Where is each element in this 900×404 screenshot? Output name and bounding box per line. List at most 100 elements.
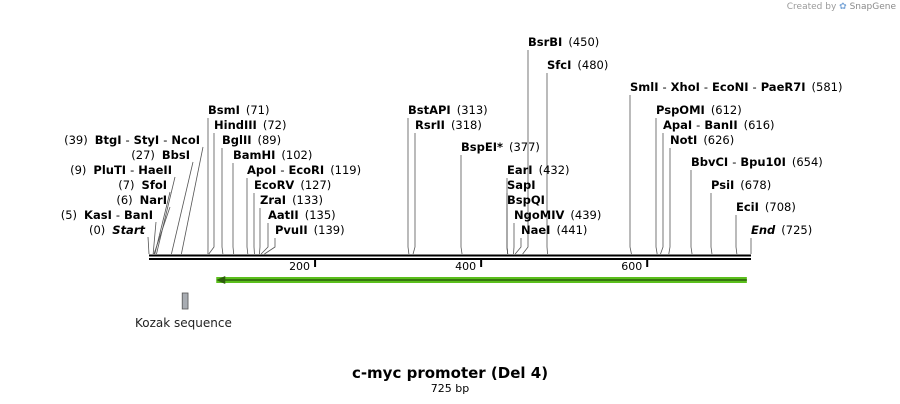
ruler-tick-label: 600 — [621, 260, 643, 273]
enzyme-name: BsrBI — [528, 35, 563, 49]
enzyme-name: EcoNI — [712, 80, 749, 94]
restriction-site-label[interactable]: RsrII (318) — [415, 118, 482, 132]
enzyme-name: PsiI — [711, 178, 735, 192]
enzyme-name: EciI — [736, 200, 759, 214]
enzyme-name: BbvCI — [691, 155, 729, 169]
site-position: (708) — [764, 200, 796, 214]
site-position: (616) — [743, 118, 775, 132]
site-position: (6) — [116, 193, 133, 207]
enzyme-name: StyI — [133, 133, 160, 147]
site-connector-line — [735, 215, 738, 255]
snapgene-logo-icon: ✿ — [839, 2, 847, 12]
restriction-site-label[interactable]: BbvCI - Bpu10I (654) — [691, 155, 823, 169]
ruler-tick-label: 200 — [289, 260, 311, 273]
site-connector-line — [154, 191, 171, 255]
site-position: (119) — [330, 163, 362, 177]
restriction-site-label[interactable]: BsmI (71) — [208, 103, 269, 117]
map-length: 725 bp — [430, 382, 470, 395]
restriction-site-label[interactable]: ApaI - BanII (616) — [663, 118, 775, 132]
enzyme-name: Start — [112, 223, 145, 237]
restriction-site-label[interactable]: EciI (708) — [736, 200, 796, 214]
site-connector-line — [221, 148, 224, 255]
restriction-site-label[interactable]: AatII (135) — [268, 208, 336, 222]
restriction-site-label[interactable]: BspQI — [507, 193, 545, 207]
restriction-site-label[interactable]: NgoMIV (439) — [514, 208, 601, 222]
site-position: (9) — [70, 163, 87, 177]
restriction-site-label[interactable]: SapI — [507, 178, 536, 192]
restriction-site-label[interactable]: EarI (432) — [507, 163, 570, 177]
restriction-site-label[interactable]: (0) Start — [89, 223, 145, 237]
site-connector-line — [460, 155, 463, 255]
restriction-site-label[interactable]: HindIII (72) — [214, 118, 286, 132]
credit-brand: SnapGene — [849, 2, 896, 12]
restriction-site-label[interactable]: ApoI - EcoRI (119) — [247, 163, 362, 177]
site-connector-line — [514, 238, 522, 255]
site-position: (725) — [781, 223, 813, 237]
restriction-site-label[interactable]: PspOMI (612) — [656, 103, 742, 117]
restriction-site-label[interactable]: PvuII (139) — [275, 223, 345, 237]
enzyme-name: BspQI — [507, 193, 545, 207]
enzyme-name: NcoI — [171, 133, 200, 147]
site-position: (612) — [710, 103, 742, 117]
site-connector-line — [522, 50, 529, 255]
site-connector-line — [152, 221, 157, 255]
enzyme-name: SmlI — [630, 80, 659, 94]
site-connector-line — [655, 118, 658, 255]
restriction-site-label[interactable]: PsiI (678) — [711, 178, 771, 192]
map-title: c-myc promoter (Del 4) — [351, 364, 549, 382]
enzyme-name: PluTI — [93, 163, 127, 177]
site-position: (0) — [88, 223, 106, 237]
restriction-site-label[interactable]: (39) BtgI - StyI - NcoI — [64, 133, 200, 147]
enzyme-name: BstAPI — [408, 103, 451, 117]
restriction-site-label[interactable]: (5) KasI - BanI — [60, 208, 153, 222]
site-position: (377) — [509, 140, 540, 154]
restriction-site-label[interactable]: (27) BbsI — [131, 148, 190, 162]
enzyme-name: PaeR7I — [760, 80, 806, 94]
feature-arrow-head — [216, 276, 226, 284]
site-connector-line — [660, 133, 664, 255]
restriction-site-label[interactable]: (9) PluTI - HaeII — [70, 163, 172, 177]
site-position: (39) — [64, 133, 88, 147]
restriction-site-label[interactable]: EcoRV (127) — [254, 178, 331, 192]
restriction-site-label[interactable]: (6) NarI — [116, 193, 167, 207]
enzyme-name: PspOMI — [656, 103, 705, 117]
restriction-site-label[interactable]: BamHI (102) — [233, 148, 312, 162]
kozak-feature-label[interactable]: Kozak sequence — [135, 316, 232, 330]
restriction-site-label[interactable]: BglII (89) — [222, 133, 281, 147]
site-position: (5) — [60, 208, 78, 222]
site-position: (581) — [811, 80, 843, 94]
restriction-site-label[interactable]: SfcI (480) — [547, 58, 608, 72]
restriction-site-label[interactable]: ZraI (133) — [260, 193, 323, 207]
site-position: (441) — [556, 223, 588, 237]
restriction-site-label[interactable]: BspEI* (377) — [461, 140, 540, 154]
enzyme-name: NgoMIV — [514, 208, 565, 222]
restriction-site-label[interactable]: NotI (626) — [670, 133, 734, 147]
enzyme-name: NotI — [670, 133, 698, 147]
restriction-site-label[interactable]: (7) SfoI — [118, 178, 167, 192]
restriction-site-label[interactable]: SmlI - XhoI - EcoNI - PaeR7I (581) — [630, 80, 843, 94]
site-connector-line — [156, 176, 176, 255]
site-connector-line — [407, 118, 410, 255]
site-position: (654) — [791, 155, 823, 169]
site-connector-line — [180, 146, 204, 255]
enzyme-name: BamHI — [233, 148, 276, 162]
enzyme-name: BglII — [222, 133, 252, 147]
enzyme-name: KasI — [84, 208, 112, 222]
restriction-site-label[interactable]: End (725) — [751, 223, 812, 237]
enzyme-name: HindIII — [214, 118, 257, 132]
site-position: (127) — [300, 178, 332, 192]
site-connector-line — [264, 238, 276, 255]
restriction-site-label[interactable]: BstAPI (313) — [408, 103, 488, 117]
credit-prefix: Created by — [786, 2, 837, 12]
site-position: (7) — [118, 178, 135, 192]
restriction-site-label[interactable]: BsrBI (450) — [528, 35, 599, 49]
restriction-site-label[interactable]: NaeI (441) — [521, 223, 587, 237]
site-position: (432) — [538, 163, 570, 177]
site-position: (135) — [304, 208, 336, 222]
site-connector-line — [412, 133, 416, 255]
enzyme-name: End — [751, 223, 776, 237]
site-connector-line — [171, 161, 194, 255]
site-position: (139) — [313, 223, 345, 237]
enzyme-name: XhoI — [670, 80, 700, 94]
enzyme-name: EarI — [507, 163, 533, 177]
